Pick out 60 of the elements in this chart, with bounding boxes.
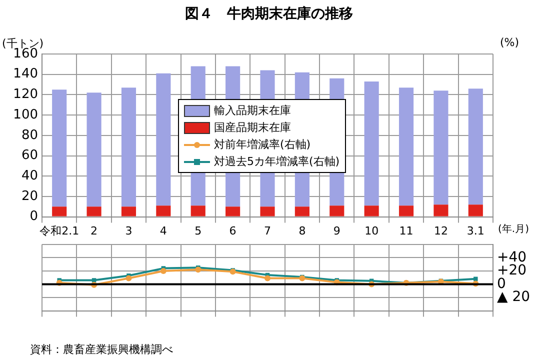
x-tick-label: 6: [229, 224, 236, 238]
point: [160, 268, 166, 274]
chart-title: 図４ 牛肉期末在庫の推移: [184, 5, 354, 23]
point: [230, 268, 236, 275]
bar: [398, 206, 414, 216]
y-tick-label: 60: [21, 148, 38, 164]
x-tick-label: 4: [160, 224, 167, 238]
legend-label: 輸入品期末在庫: [214, 103, 291, 118]
bar: [226, 206, 240, 216]
x-tick-label: 3: [125, 224, 132, 238]
y-tick-label: 0: [30, 209, 38, 224]
bar: [330, 206, 344, 216]
bar: [294, 206, 310, 216]
x-tick-label: 5: [194, 224, 202, 238]
y-tick-label: ▲ 20: [497, 289, 530, 306]
text: 資料：農畜産業振興機構調べ: [30, 342, 173, 357]
bar: [468, 88, 483, 205]
x-tick-label: 3.1: [466, 224, 484, 238]
point: [264, 275, 270, 282]
x-tick-label: 10: [364, 224, 379, 238]
x-tick-label: 11: [399, 224, 414, 238]
bar: [364, 81, 379, 206]
bar: [398, 88, 414, 206]
text: (%): [500, 36, 520, 49]
y-tick-label: 40: [21, 168, 38, 184]
x-tick-label: 9: [333, 224, 340, 238]
y-tick-label: 20: [21, 188, 38, 204]
bar: [156, 73, 171, 206]
x-tick-label: 8: [298, 224, 306, 238]
point: [195, 266, 202, 273]
bar: [190, 206, 206, 216]
x-tick-label: 令和2.1: [40, 224, 80, 238]
y-tick-label: 160: [13, 46, 38, 62]
y-tick-label: 120: [13, 87, 38, 102]
bar: [52, 90, 67, 207]
legend-label: 対前年増減率(右軸): [214, 137, 311, 152]
y-tick-label: 80: [21, 128, 38, 143]
x-tick-label: 12: [434, 224, 448, 238]
point: [474, 276, 478, 282]
bar: [86, 206, 102, 216]
bar: [121, 206, 136, 216]
y-tick-label: 140: [13, 66, 38, 82]
bar: [434, 90, 448, 205]
x-tick-label: 2: [90, 224, 98, 238]
x-tick-label: 7: [264, 224, 271, 238]
bar: [260, 206, 275, 216]
x-axis-title: (年.月): [498, 223, 529, 236]
y-tick-label: 100: [13, 107, 38, 122]
y-tick-label: +40: [497, 249, 527, 266]
bar: [156, 206, 171, 216]
legend-label: 対過去5カ年増減率(右軸): [214, 154, 340, 169]
bar: [86, 92, 102, 207]
bar: [52, 206, 67, 216]
point: [92, 278, 96, 282]
bar: [121, 88, 136, 207]
point: [126, 275, 132, 282]
bar: [364, 206, 379, 216]
bar: [468, 204, 483, 216]
legend-label: 国産品期末在庫: [214, 120, 291, 135]
bar: [434, 204, 448, 216]
